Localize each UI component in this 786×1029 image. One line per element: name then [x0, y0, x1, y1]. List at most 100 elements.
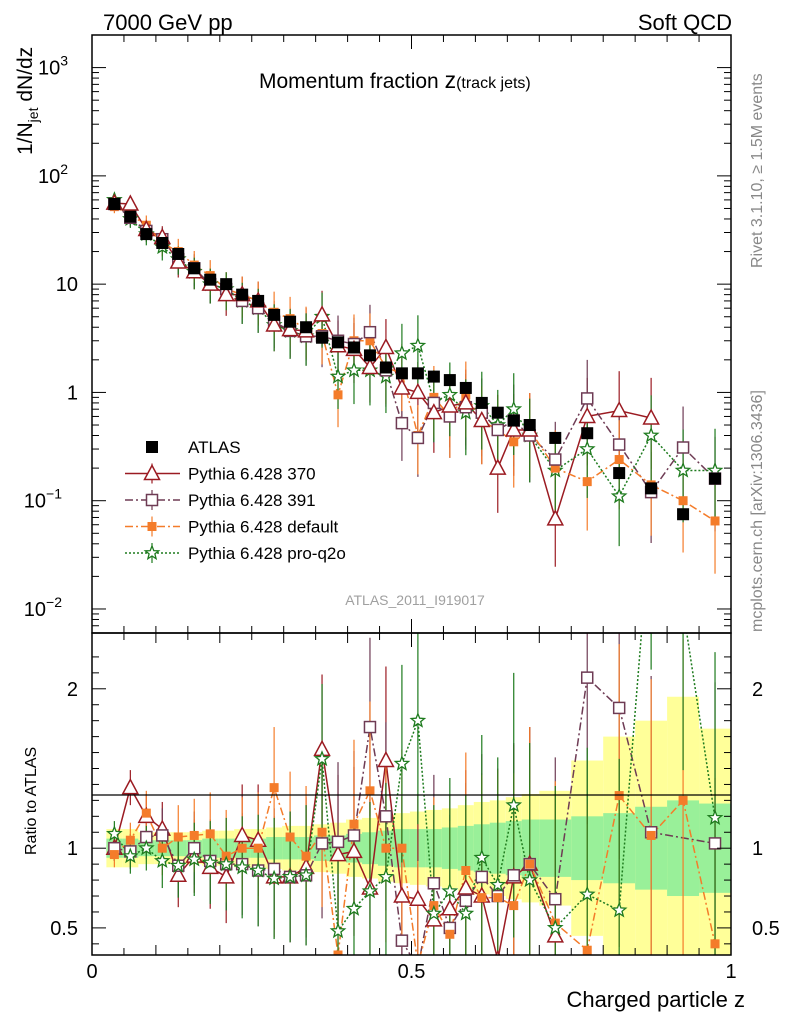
rivet-label: Rivet 3.1.10, ≥ 1.5M events [749, 73, 766, 268]
main-ylabel: 1/Njet dN/dz [14, 47, 41, 155]
ratio-point-p370 [546, 926, 565, 943]
ratio-line-p370 [113, 749, 557, 955]
ratio-point-p370 [169, 865, 188, 883]
analysis-watermark: ATLAS_2011_I919017 [345, 592, 485, 608]
y-tick-label: 10−1 [24, 486, 62, 513]
plot-title-z: z [445, 67, 457, 93]
point-atlas [204, 273, 217, 286]
ratio-point-pq2o [106, 825, 123, 841]
ratio-point-pq2o [409, 711, 427, 728]
y-tick-label: 10−2 [24, 594, 62, 621]
point-atlas [252, 294, 265, 307]
ratio-point-p391 [315, 837, 329, 850]
point-pq2o [329, 367, 347, 384]
point-atlas [108, 197, 121, 210]
point-p370 [425, 403, 443, 420]
point-atlas [549, 431, 562, 444]
point-p370 [441, 396, 459, 413]
ratio-line-pdefault [113, 784, 716, 955]
ratio-point-pq2o [345, 900, 363, 916]
point-pdefault [678, 496, 688, 506]
point-p370 [169, 252, 188, 269]
ratio-y-tick-label-left: 2 [67, 679, 78, 701]
ratio-point-pdefault [525, 859, 535, 869]
ratio-point-p370 [121, 778, 140, 795]
ratio-point-pq2o [137, 839, 155, 856]
ratio-point-p391 [612, 701, 626, 715]
point-atlas [300, 321, 313, 334]
ratio-point-pq2o [377, 868, 395, 885]
point-p370 [281, 320, 299, 337]
point-pdefault [614, 455, 624, 465]
ratio-point-pq2o [329, 922, 347, 939]
ratio-point-pq2o [676, 602, 689, 615]
point-atlas [459, 381, 472, 394]
ratio-point-pdefault [646, 830, 656, 840]
ratio-point-pdefault [397, 843, 407, 853]
legend-marker-atlas [146, 441, 158, 453]
ratio-y-tick-label-right: 0.5 [752, 918, 780, 940]
legend-label-p370: Pythia 6.428 370 [188, 465, 316, 484]
point-pdefault [582, 477, 592, 487]
point-p370 [546, 509, 565, 526]
legend: ATLAS Pythia 6.428 370 Pythia 6.428 391 Pyt… [125, 438, 346, 563]
y-tick-label: 1 [67, 382, 78, 404]
point-pq2o [345, 361, 363, 378]
ratio-point-pq2o [153, 852, 171, 869]
x-tick-label: 0 [86, 961, 97, 983]
point-atlas [427, 370, 440, 383]
ratio-point-pq2o [706, 809, 724, 826]
legend-label-pq2o: Pythia 6.428 pro-q2o [188, 544, 346, 563]
ratio-point-pdefault [445, 929, 455, 939]
ratio-point-p370 [217, 867, 235, 884]
ratio-point-pdefault [285, 832, 295, 842]
point-atlas [156, 236, 169, 249]
point-p370 [217, 285, 235, 302]
ratio-point-pq2o [457, 904, 475, 921]
header-energy: 7000 GeV pp [103, 10, 233, 35]
point-p370 [361, 357, 379, 375]
ratio-point-pdefault [125, 835, 135, 845]
point-atlas [124, 210, 137, 223]
point-atlas [581, 427, 594, 440]
point-p391 [580, 392, 594, 405]
ratio-series-points [105, 602, 724, 955]
point-p370 [610, 400, 628, 418]
x-tick-label: 1 [725, 961, 736, 983]
ratio-point-pdefault [493, 893, 503, 903]
ratio-point-pdefault [109, 850, 119, 860]
ratio-point-pq2o [122, 847, 139, 864]
point-atlas [236, 288, 249, 301]
ratio-point-pq2o [201, 853, 219, 870]
plot-title: Momentum fraction z(track jets) [259, 67, 531, 93]
point-pq2o [578, 440, 596, 457]
ratio-point-pq2o [473, 849, 491, 865]
ratio-point-pq2o [281, 868, 299, 885]
point-atlas [220, 278, 233, 291]
ratio-point-pq2o [297, 866, 315, 883]
header-category: Soft QCD [638, 10, 732, 35]
point-atlas [709, 472, 722, 485]
ratio-point-pdefault [477, 893, 487, 903]
ratio-point-pq2o [489, 876, 507, 892]
ratio-point-pdefault [269, 783, 279, 793]
legend-marker-p391 [145, 493, 159, 507]
legend-marker-pq2o [143, 544, 161, 561]
ratio-point-pdefault [349, 819, 359, 829]
ratio-point-pdefault [253, 843, 263, 853]
ratio-point-pq2o [233, 858, 251, 875]
ratio-point-p391 [331, 835, 345, 849]
ratio-point-pdefault [365, 786, 375, 796]
ratio-point-pq2o [185, 850, 203, 867]
ratio-point-p370 [409, 889, 427, 906]
main-series-points [105, 191, 724, 526]
point-p370 [457, 393, 475, 410]
legend-label-pdefault: Pythia 6.428 default [188, 518, 339, 537]
point-atlas [379, 361, 392, 374]
ratio-point-pdefault [157, 843, 167, 853]
point-p391 [549, 453, 562, 466]
ratio-point-pdefault [317, 827, 327, 837]
ratio-point-pq2o [505, 796, 523, 813]
point-pdefault [333, 390, 343, 400]
